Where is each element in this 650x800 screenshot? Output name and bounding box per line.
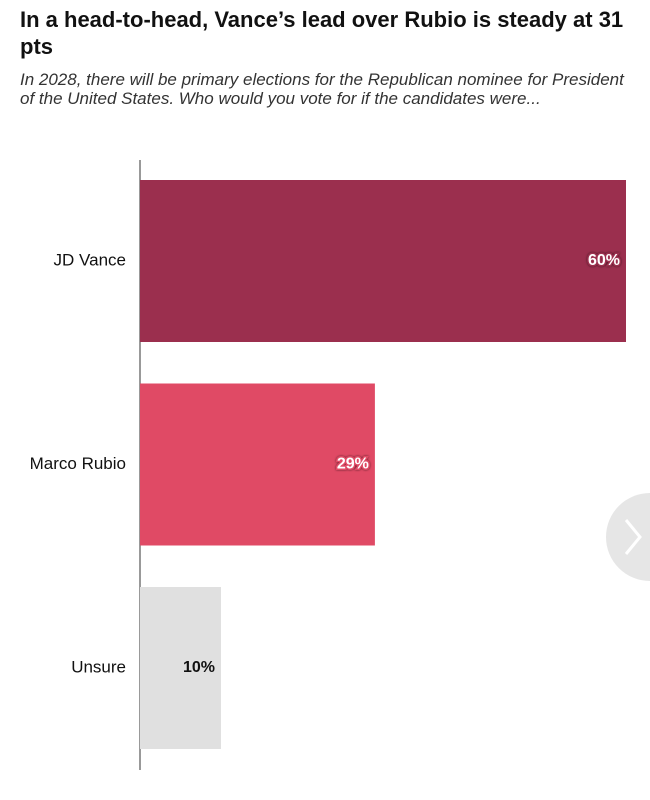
category-label: Unsure xyxy=(71,657,126,676)
value-label: 10% xyxy=(183,659,215,676)
category-label: Marco Rubio xyxy=(30,454,126,473)
category-label: JD Vance xyxy=(54,250,126,269)
bar xyxy=(140,383,375,546)
bar xyxy=(140,587,221,749)
bar xyxy=(140,180,626,342)
chart-subtitle: In 2028, there will be primary elections… xyxy=(20,70,624,108)
value-label: 60% xyxy=(588,252,620,269)
chart-title: In a head-to-head, Vance’s lead over Rub… xyxy=(20,7,624,59)
next-button[interactable] xyxy=(606,493,650,581)
value-label: 29% xyxy=(337,456,369,473)
